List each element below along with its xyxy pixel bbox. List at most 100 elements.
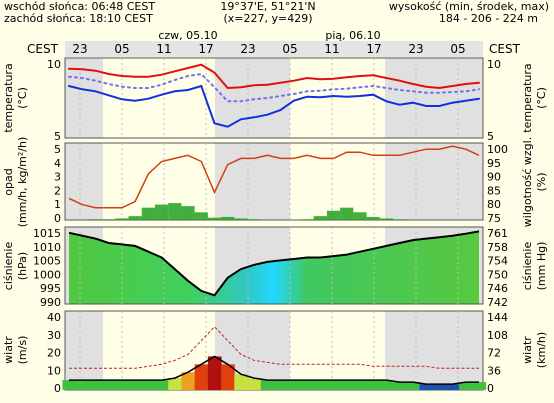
timezone-left: CEST: [27, 42, 59, 56]
tick-label: 108: [487, 329, 508, 342]
precip-bar: [234, 218, 248, 220]
wind-speed-bar: [366, 380, 381, 390]
wind-speed-bar: [472, 382, 487, 390]
axis-label: (°C): [16, 87, 29, 109]
wind-speed-bar: [62, 380, 77, 390]
day-label-2: pią, 06.10: [325, 29, 380, 42]
tick-label: 1005: [33, 255, 61, 268]
precip-bar: [115, 218, 129, 220]
axis-label: ciśnienie: [521, 242, 534, 291]
wind-speed-bar: [393, 382, 407, 390]
precip-bar: [88, 219, 103, 220]
tick-label: 1000: [33, 268, 61, 281]
hour-label: 23: [240, 42, 255, 56]
timezone-right: CEST: [489, 42, 521, 56]
axis-label: (mm Hg): [535, 242, 548, 291]
axis-label: (%): [535, 172, 548, 191]
axis-label: (mm/h, kg/m²/h): [16, 137, 29, 228]
wind-speed-bar: [340, 380, 354, 390]
tick-label: 72: [487, 347, 501, 360]
precip-bar: [366, 216, 380, 220]
precip-bar: [154, 204, 169, 220]
tick-label: 90: [487, 171, 501, 184]
pressure-line: [68, 230, 480, 297]
elevation-values: 184 - 206 - 224 m: [439, 12, 538, 25]
wind-speed-bar: [88, 380, 103, 390]
wind-speed-bar: [221, 364, 235, 390]
hour-labels: 23 05 11 17 23 05 11 17 23 05: [72, 42, 465, 56]
precip-bar: [313, 216, 327, 220]
precip-bar: [102, 219, 116, 220]
precip-bar: [326, 210, 341, 220]
axis-label: (m/s): [16, 336, 29, 365]
tick-label: 5: [54, 130, 61, 143]
night-band: [65, 311, 103, 390]
wind-speed-bar: [168, 378, 182, 390]
wind-speed-bar: [194, 364, 209, 390]
night-band: [385, 143, 483, 220]
tick-label: 10: [47, 364, 61, 377]
night-band: [215, 58, 290, 138]
pressure-area: [69, 231, 479, 304]
tick-label: 758: [487, 241, 508, 254]
tick-label: 1010: [33, 241, 61, 254]
wind-speed-bar: [207, 356, 222, 390]
precip-bar: [207, 217, 222, 220]
wind-speed-bar: [432, 384, 447, 390]
hour-label: 17: [198, 42, 213, 56]
axis-label: temperatura: [2, 63, 15, 132]
axis-label: wilgotność wzgl.: [521, 137, 534, 227]
tick-label: 761: [487, 227, 508, 240]
axis-label: ciśnienie: [2, 242, 15, 291]
axis-label: opad: [2, 168, 15, 195]
tick-label: 10: [487, 58, 501, 71]
tick-label: 5: [54, 143, 61, 156]
hour-label: 17: [366, 42, 381, 56]
precip-bar: [393, 219, 407, 220]
precip-bar: [340, 207, 354, 220]
temperature-line-0: [68, 63, 480, 90]
wind-speed-bar: [274, 380, 288, 390]
tick-label: 0: [54, 212, 61, 225]
elevation-label: wysokość (min, środek, max): [389, 0, 549, 13]
tick-label: 990: [40, 296, 61, 309]
temperature-line-2: [68, 84, 480, 128]
wind-speed-bar: [260, 380, 275, 390]
tick-label: 20: [47, 347, 61, 360]
precip-bar: [353, 212, 367, 220]
hour-label: 23: [72, 42, 87, 56]
night-band: [385, 311, 483, 390]
hour-label: 05: [114, 42, 129, 56]
wind-speed-bar: [75, 380, 90, 390]
tick-label: 0: [487, 382, 494, 395]
precip-bar: [194, 212, 208, 220]
wind-speed-bar: [128, 380, 143, 390]
hour-label: 23: [408, 42, 423, 56]
wind-speed-bar: [234, 374, 249, 390]
tick-label: 4: [54, 157, 61, 170]
wind-speed-bar: [326, 380, 341, 390]
tick-label: 750: [487, 268, 508, 281]
night-band: [215, 143, 290, 220]
tick-label: 30: [47, 329, 61, 342]
wind-gust-line: [69, 326, 479, 369]
precip-bar: [141, 207, 155, 220]
tick-label: 995: [40, 282, 61, 295]
tick-label: 75: [487, 212, 501, 225]
wind-speed-bar: [459, 382, 473, 390]
tick-label: 2: [54, 184, 61, 197]
tick-label: 754: [487, 255, 508, 268]
hour-label: 11: [324, 42, 339, 56]
wind-speed-bar: [419, 384, 434, 390]
wind-speed-bar: [247, 378, 262, 390]
axis-label: wiatr: [521, 336, 534, 364]
wind-speed-bar: [102, 380, 116, 390]
hour-label: 05: [282, 42, 297, 56]
precip-bar: [221, 216, 235, 220]
tick-label: 10: [47, 58, 61, 71]
precip-bar: [247, 219, 261, 220]
tick-label: 746: [487, 282, 508, 295]
